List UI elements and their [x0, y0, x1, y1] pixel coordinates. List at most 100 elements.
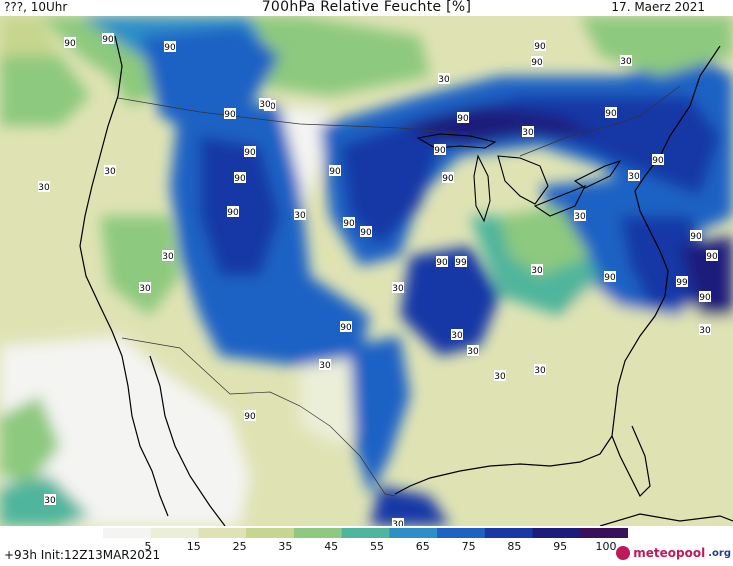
contour-label-box	[531, 264, 543, 275]
contour-label-box	[360, 226, 372, 237]
colorbar-tick-label: 15	[186, 540, 201, 553]
contour-label: 90	[234, 174, 246, 184]
colorbar-swatch	[341, 528, 390, 538]
contour-label: 30	[392, 284, 404, 294]
contour-label-box	[534, 40, 546, 51]
map-header: ???, 10Uhr 700hPa Relative Feuchte [%] 1…	[0, 0, 733, 16]
contour-label: 90	[244, 412, 256, 422]
contour-label: 90	[604, 273, 616, 283]
contour-label-box	[244, 146, 256, 157]
contour-label-box	[38, 181, 50, 192]
contour-label: 90	[706, 252, 718, 262]
contour-label-box	[343, 217, 355, 228]
contour-label: 30	[451, 331, 463, 341]
contour-label: 90	[534, 42, 546, 52]
colorbar	[103, 528, 628, 538]
borders	[117, 85, 681, 497]
contour-label: 30	[392, 520, 404, 526]
contour-label-box	[436, 256, 448, 267]
brand-tld: .org	[708, 547, 731, 559]
contour-label-box	[104, 165, 116, 176]
contour-label: 30	[38, 183, 50, 193]
legend-area: 5 15 25 35 45 55 65 75 85 95 100 +93h Init:12Z13MA…	[0, 526, 733, 566]
contour-label: 90	[227, 208, 239, 218]
contour-label-box	[620, 55, 632, 66]
valid-time-label: ???, 10Uhr	[4, 0, 68, 14]
contour-label: 30	[699, 326, 711, 336]
contour-label: 30	[620, 57, 632, 67]
contour-label: 90	[224, 110, 236, 120]
contour-label-box	[574, 210, 586, 221]
contour-label: 30	[628, 172, 640, 182]
contour-label: 90	[436, 258, 448, 268]
contour-label: 90	[329, 167, 341, 177]
brand-name: meteopool	[633, 546, 706, 560]
contour-label-box	[467, 345, 479, 356]
contour-label: 90	[102, 35, 114, 45]
contour-label-box	[64, 37, 76, 48]
contour-label-box	[392, 518, 404, 526]
contour-label: 90	[164, 43, 176, 53]
contour-label: 90	[605, 109, 617, 119]
contour-label-box	[162, 250, 174, 261]
contour-label: 30	[259, 100, 271, 110]
contour-label-box	[534, 364, 546, 375]
contour-label-box	[392, 282, 404, 293]
contour-label-box	[522, 126, 534, 137]
contour-label-box	[457, 112, 469, 123]
colorbar-swatch	[293, 528, 343, 538]
contour-label: 90	[690, 232, 702, 242]
colorbar-tick-label: 55	[370, 540, 384, 553]
contour-label: 90	[360, 228, 372, 238]
brand-logo-icon	[616, 546, 631, 560]
map-title: 700hPa Relative Feuchte [%]	[261, 0, 472, 15]
humidity-map: 90 90 90 90 90 30 30 90 90 90 30 90 30 90 90 30 90 90 90 30…	[0, 16, 733, 526]
colorbar-swatch	[437, 528, 486, 538]
humidity-field	[0, 16, 733, 526]
contour-label-box	[690, 230, 702, 241]
colorbar-tick-label: 85	[507, 540, 522, 553]
contour-label: 99	[455, 258, 467, 268]
contour-label-box	[442, 172, 454, 183]
contour-label: 99	[676, 278, 688, 288]
colorbar-tick-label: 25	[232, 540, 247, 553]
colorbar-tick-label: 65	[415, 540, 430, 553]
contour-label: 90	[442, 174, 454, 184]
contour-label-box	[234, 172, 246, 183]
contour-label-box	[329, 165, 341, 176]
init-time-label: +93h Init:12Z13MAR2021	[4, 548, 161, 562]
colorbar-swatch	[103, 528, 152, 538]
contour-label-box	[699, 324, 711, 335]
contour-label: 30	[438, 75, 450, 85]
contour-label-box	[164, 41, 176, 52]
colorbar-swatch	[246, 528, 295, 538]
colorbar-tick-label: 35	[278, 540, 293, 553]
colorbar-swatch	[580, 528, 628, 538]
contour-label: 90	[457, 114, 469, 124]
contour-label: 30	[294, 211, 306, 221]
colorbar-swatch	[389, 528, 438, 538]
colorbar-swatch	[484, 528, 534, 538]
colorbar-tick-label: 5	[144, 540, 152, 553]
colorbar-swatch	[198, 528, 247, 538]
contour-label: 90	[531, 58, 543, 68]
contour-label: 90	[434, 146, 446, 156]
contour-label-box	[102, 33, 114, 44]
contour-label: 30	[319, 361, 331, 371]
contour-label-box	[605, 107, 617, 118]
contour-label: 90	[64, 39, 76, 49]
contour-label-box	[628, 170, 640, 181]
contour-label-box	[451, 329, 463, 340]
contour-label-box	[340, 321, 352, 332]
contour-label: 30	[494, 372, 506, 382]
colorbar-tick-label: 95	[553, 540, 568, 553]
contour-label-box	[224, 108, 236, 119]
contour-label-box	[706, 250, 718, 261]
contour-label: 30	[139, 284, 151, 294]
colorbar-tick-label: 75	[461, 540, 476, 553]
colorbar-swatch	[532, 528, 581, 538]
contour-label: 90	[244, 148, 256, 158]
contour-label-box	[44, 494, 56, 505]
colorbar-tick-label: 45	[324, 540, 339, 553]
contour-label-box	[531, 56, 543, 67]
